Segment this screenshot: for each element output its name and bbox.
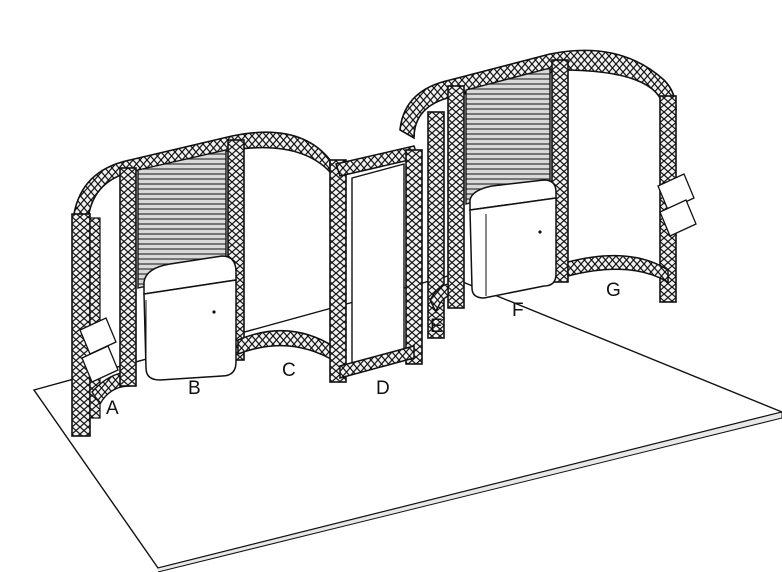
label-g: G xyxy=(606,280,621,301)
column-f-left xyxy=(447,85,465,309)
frame-d-panel xyxy=(351,163,405,367)
label-e: E xyxy=(430,316,443,337)
literature-holder-g xyxy=(657,173,697,237)
column-d-right xyxy=(405,149,423,365)
label-b: B xyxy=(188,378,201,399)
label-a: A xyxy=(106,398,119,419)
label-c: C xyxy=(282,360,296,381)
counter-b xyxy=(143,255,237,381)
counter-f xyxy=(469,179,557,299)
label-f: F xyxy=(512,300,524,321)
column-b-left xyxy=(119,167,137,387)
label-d: D xyxy=(376,378,390,399)
arc-g-bottom xyxy=(567,254,669,284)
column-a xyxy=(71,213,91,437)
column-e xyxy=(427,111,445,339)
literature-holder-a xyxy=(79,317,119,383)
